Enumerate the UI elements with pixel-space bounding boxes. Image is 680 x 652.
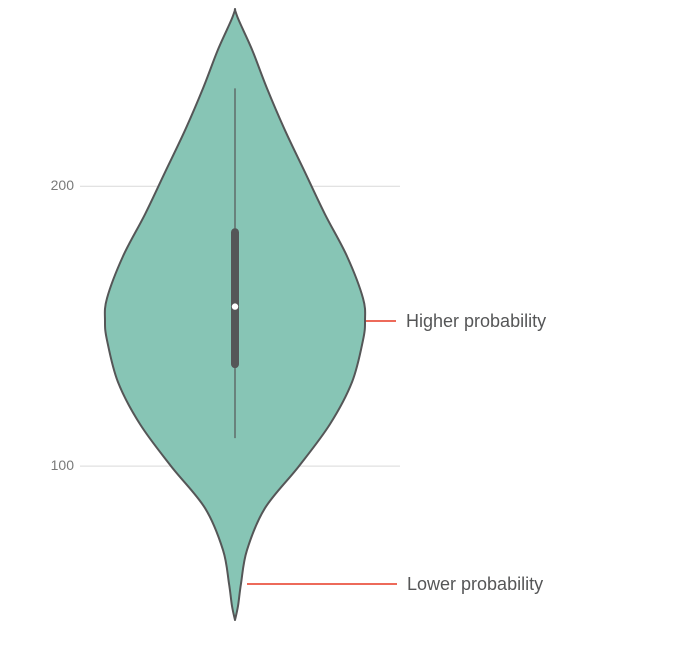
annotation-label: Higher probability xyxy=(406,311,546,332)
iqr-box xyxy=(231,228,239,368)
annotation-lower: Lower probability xyxy=(247,574,543,595)
median-dot xyxy=(232,303,238,309)
annotation-tick xyxy=(247,583,397,585)
violin-chart-stage: 100 200 Higher probability Lower probabilit… xyxy=(0,0,680,652)
y-tick-label: 100 xyxy=(51,457,74,473)
violin-chart-svg xyxy=(0,0,680,652)
annotation-label: Lower probability xyxy=(407,574,543,595)
annotation-higher: Higher probability xyxy=(366,311,546,332)
y-tick-label: 200 xyxy=(51,177,74,193)
annotation-tick xyxy=(366,320,396,322)
